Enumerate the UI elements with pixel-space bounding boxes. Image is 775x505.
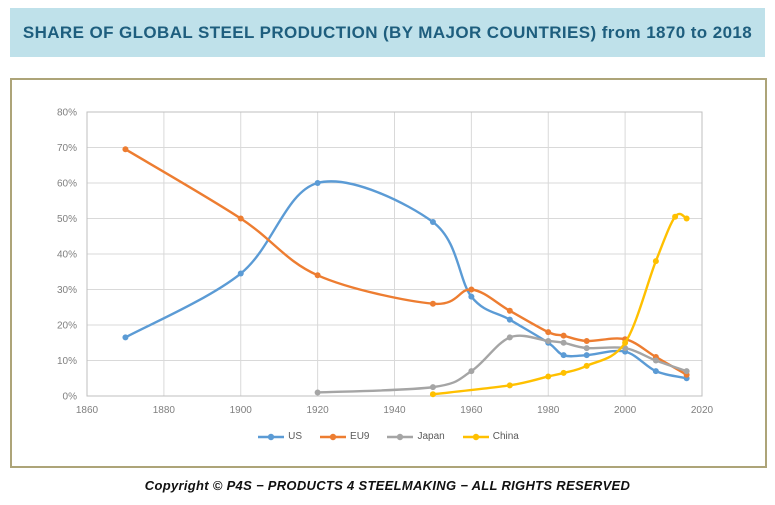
data-point-china [672, 213, 679, 220]
legend-item-japan: Japan [387, 431, 445, 442]
data-point-eu9 [429, 300, 436, 307]
data-point-eu9 [506, 307, 513, 314]
title-banner: SHARE OF GLOBAL STEEL PRODUCTION (BY MAJ… [10, 8, 765, 57]
data-point-japan [583, 345, 590, 352]
data-point-japan [468, 368, 475, 375]
legend-item-eu9: EU9 [320, 431, 369, 442]
x-tick-label: 1900 [230, 405, 253, 416]
data-point-us [314, 180, 321, 186]
y-tick-label: 40% [57, 250, 77, 261]
data-point-japan [506, 334, 513, 341]
chart-legend: US EU9 Japan China [12, 431, 765, 442]
x-tick-label: 1920 [307, 405, 330, 416]
data-point-eu9 [468, 286, 475, 293]
x-tick-label: 1860 [76, 405, 99, 416]
data-point-china [683, 215, 690, 222]
data-point-china [583, 362, 590, 369]
legend-item-us: US [258, 431, 302, 442]
data-point-eu9 [314, 272, 321, 279]
legend-label-japan: Japan [417, 431, 445, 442]
data-point-china [652, 258, 659, 265]
y-tick-label: 30% [57, 285, 77, 296]
legend-item-china: China [462, 431, 519, 442]
data-point-us [122, 334, 129, 341]
data-point-eu9 [583, 337, 590, 344]
y-tick-label: 70% [57, 143, 77, 154]
data-point-us [468, 293, 475, 300]
legend-marker-us [258, 433, 285, 440]
y-tick-label: 80% [57, 108, 77, 119]
data-point-us [560, 352, 567, 359]
y-tick-label: 10% [57, 356, 77, 367]
data-point-japan [560, 339, 567, 346]
data-point-us [652, 368, 659, 375]
data-point-us [429, 219, 436, 226]
plot-border [86, 111, 703, 397]
data-point-china [560, 369, 567, 376]
data-point-eu9 [122, 146, 129, 153]
data-point-eu9 [237, 215, 244, 222]
y-tick-label: 0% [63, 392, 78, 403]
data-point-china [506, 382, 513, 389]
data-point-us [583, 352, 590, 359]
x-tick-label: 1960 [460, 405, 483, 416]
y-tick-label: 60% [57, 179, 77, 190]
legend-marker-eu9 [320, 433, 347, 440]
legend-marker-japan [387, 433, 414, 440]
data-point-japan [545, 337, 552, 344]
data-point-eu9 [560, 332, 567, 339]
legend-label-us: US [288, 431, 303, 442]
data-point-us [237, 270, 244, 277]
x-tick-label: 1940 [383, 405, 406, 416]
data-point-japan [314, 389, 321, 396]
x-tick-label: 1880 [153, 405, 176, 416]
series-line-japan [316, 334, 688, 394]
chart-frame: 0% 10% 20% 30% 40% 50% 60% 70% 80% 1860 1880 1900 19… [10, 78, 767, 468]
page-title: SHARE OF GLOBAL STEEL PRODUCTION (BY MAJ… [22, 22, 753, 42]
legend-label-china: China [492, 431, 519, 442]
data-point-japan [429, 384, 436, 391]
chart-plot: 0% 10% 20% 30% 40% 50% 60% 70% 80% 1860 1880 1900 19… [57, 108, 714, 417]
copyright-text: Copyright © P4S − PRODUCTS 4 STEELMAKING… [144, 478, 631, 493]
data-point-eu9 [545, 329, 552, 336]
legend-marker-china [462, 433, 489, 440]
x-tick-label: 2020 [691, 405, 714, 416]
data-point-china [545, 373, 552, 380]
y-tick-label: 50% [57, 214, 77, 225]
x-tick-label: 2000 [614, 405, 637, 416]
data-point-china [622, 339, 629, 346]
data-point-us [506, 316, 513, 323]
legend-label-eu9: EU9 [350, 431, 370, 442]
y-tick-label: 20% [57, 321, 77, 332]
x-tick-label: 1980 [537, 405, 560, 416]
data-point-japan [683, 368, 690, 375]
data-point-japan [652, 357, 659, 364]
data-point-china [429, 391, 436, 398]
